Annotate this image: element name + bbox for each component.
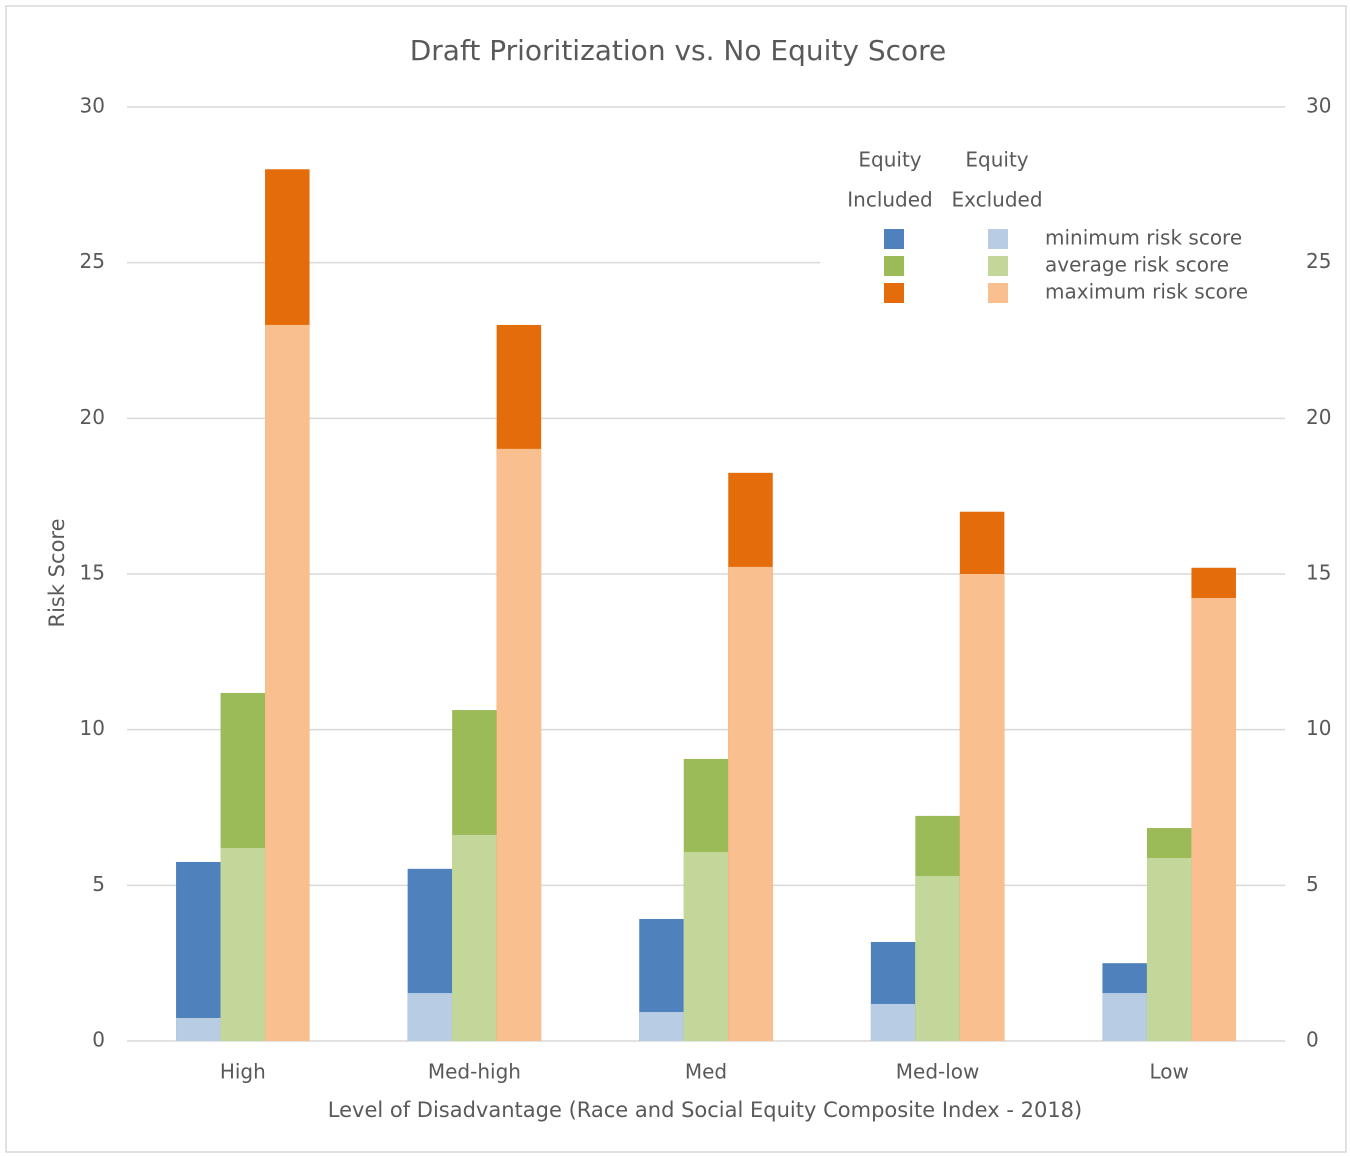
y-tick-label: 15 — [80, 561, 105, 585]
legend-swatch — [988, 229, 1008, 249]
legend-column-header: Equity — [858, 148, 921, 172]
y-tick-label: 25 — [80, 249, 105, 273]
y-tick-label: 5 — [92, 872, 105, 896]
bar — [220, 847, 266, 1041]
chart-title: Draft Prioritization vs. No Equity Score — [410, 34, 947, 67]
legend-column-header: Equity — [965, 148, 1028, 172]
legend-swatch — [884, 229, 904, 249]
y2-tick-label: 5 — [1306, 872, 1319, 896]
x-tick-label: Low — [1150, 1060, 1189, 1084]
x-axis-label: Level of Disadvantage (Race and Social E… — [328, 1098, 1082, 1122]
bar — [959, 574, 1005, 1041]
legend-label: minimum risk score — [1045, 226, 1242, 250]
legend-label: average risk score — [1045, 253, 1229, 277]
bar — [407, 993, 453, 1041]
y-tick-label: 30 — [80, 94, 105, 118]
bar — [728, 566, 773, 1041]
legend-label: maximum risk score — [1045, 280, 1248, 304]
y2-tick-label: 0 — [1306, 1028, 1319, 1052]
bar — [176, 861, 221, 1041]
x-tick-label: Med — [685, 1060, 727, 1084]
bar — [176, 1017, 221, 1041]
bar — [915, 875, 960, 1041]
x-tick-label: Med-low — [896, 1060, 980, 1084]
bar — [683, 852, 729, 1041]
y-tick-label: 10 — [80, 716, 105, 740]
legend-swatch — [988, 256, 1008, 276]
bar — [1102, 993, 1147, 1041]
y2-tick-label: 20 — [1306, 405, 1331, 429]
y2-tick-label: 30 — [1306, 94, 1331, 118]
bar — [496, 448, 542, 1041]
legend-swatch — [884, 256, 904, 276]
y-tick-label: 0 — [92, 1028, 105, 1052]
y-axis-label: Risk Score — [45, 518, 69, 627]
x-tick-label: High — [220, 1060, 266, 1084]
legend-column-header: Included — [847, 188, 933, 212]
bar — [452, 834, 497, 1041]
y-tick-label: 20 — [80, 405, 105, 429]
y2-tick-label: 10 — [1306, 716, 1331, 740]
legend-column-header: Excluded — [951, 188, 1042, 212]
legend-swatch — [988, 283, 1008, 303]
x-tick-label: Med-high — [428, 1060, 521, 1084]
bar — [265, 324, 310, 1041]
bar — [870, 1003, 916, 1041]
bar — [1146, 857, 1192, 1041]
y2-tick-label: 15 — [1306, 561, 1331, 585]
y2-tick-label: 25 — [1306, 249, 1331, 273]
bar — [1191, 597, 1236, 1041]
bar — [639, 1012, 684, 1041]
legend-swatch — [884, 283, 904, 303]
